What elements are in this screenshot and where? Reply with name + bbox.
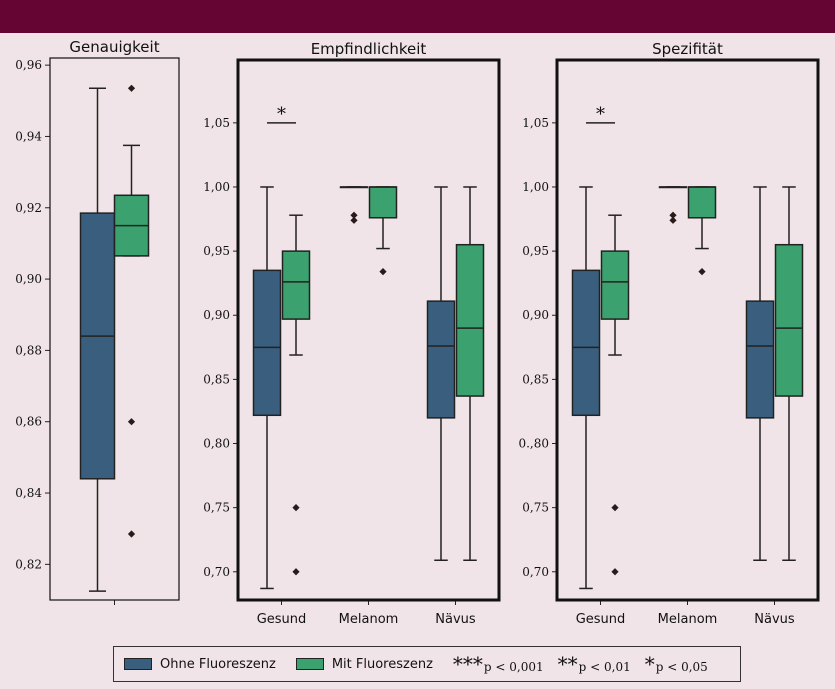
- x-tick-label: Nävus: [754, 612, 795, 627]
- y-tick-label: 0,80: [203, 437, 230, 451]
- x-tick-label: Nävus: [435, 612, 476, 627]
- box: [600, 250, 630, 320]
- x-tick-label: Melanom: [658, 612, 718, 627]
- outlier-point: [350, 211, 358, 219]
- box: [252, 269, 282, 417]
- y-tick-label: 0,82: [15, 557, 42, 571]
- x-tick-label: Melanom: [339, 612, 399, 627]
- y-tick-label: 1,05: [203, 116, 230, 130]
- y-tick-label: 1,00: [522, 180, 549, 194]
- significance-star: *: [596, 104, 605, 125]
- legend-sig-05: * p < 0,05: [644, 652, 708, 676]
- legend-label-mit: Mit Fluoreszenz: [331, 656, 433, 672]
- outlier-point: [698, 268, 706, 276]
- box: [745, 300, 775, 419]
- outlier-point: [127, 530, 136, 538]
- outlier-point: [669, 216, 677, 224]
- boxplot-figure: Genauigkeit 0,96 0,94 0,92 0,90 0,88 0,86 0,84 0…: [15, 38, 820, 627]
- legend-sig-01: ** p < 0,01: [557, 652, 631, 676]
- significance-star: *: [277, 104, 286, 125]
- outlier-point: [379, 268, 387, 276]
- y-tick-label: 0,90: [522, 308, 549, 322]
- legend-swatch-ohne: [124, 658, 152, 670]
- y-tick-label: 0,95: [522, 244, 549, 258]
- y-tick-label: 0,94: [15, 129, 42, 143]
- y-tick-label: 0,95: [203, 244, 230, 258]
- panel-title: Empfindlichkeit: [311, 40, 427, 58]
- box: [687, 186, 717, 219]
- legend-swatch-mit: [295, 658, 324, 670]
- y-tick-label: 0,88: [15, 343, 42, 357]
- box: [455, 243, 485, 397]
- y-tick-label: 0,85: [522, 372, 549, 386]
- y-tick-label: 1,00: [203, 180, 230, 194]
- y-tick-label: 0,84: [15, 486, 42, 500]
- y-tick-label: 0,85: [203, 372, 230, 386]
- y-tick-label: 0,70: [522, 565, 549, 579]
- panel-frame: [555, 58, 820, 602]
- panel-title: Spezifität: [652, 40, 723, 58]
- outlier-point: [292, 568, 300, 576]
- y-tick-label: 0,90: [203, 308, 230, 322]
- panel-title: Genauigkeit: [69, 38, 159, 56]
- box: [571, 269, 601, 417]
- y-tick-label: 0,96: [15, 58, 42, 72]
- y-tick-label: 0,70: [203, 565, 230, 579]
- box: [426, 300, 456, 419]
- box: [79, 212, 116, 480]
- y-tick-label: 0,75: [522, 501, 549, 515]
- y-tick-label: 0,86: [15, 415, 42, 429]
- box: [368, 186, 398, 219]
- y-tick-label: 0,75: [203, 501, 230, 515]
- box: [281, 250, 311, 320]
- outlier-point: [669, 211, 677, 219]
- outlier-point: [127, 84, 136, 92]
- outlier-point: [611, 504, 619, 512]
- legend: Ohne Fluoreszenz Mit Fluoreszenz *** p <…: [113, 646, 741, 682]
- outlier-point: [292, 504, 300, 512]
- outlier-point: [127, 418, 136, 426]
- box: [774, 243, 804, 397]
- x-tick-label: Gesund: [257, 612, 307, 627]
- panel-frame: [49, 57, 180, 601]
- legend-sig-001: *** p < 0,001: [452, 652, 544, 676]
- x-tick-label: Gesund: [576, 612, 626, 627]
- legend-label-ohne: Ohne Fluoreszenz: [160, 656, 276, 672]
- header-bar: [0, 0, 835, 33]
- y-tick-label: 0,90: [15, 272, 42, 286]
- panel-frame: [236, 58, 501, 602]
- y-tick-label: 1,05: [522, 116, 549, 130]
- y-tick-label: 0,92: [15, 201, 42, 215]
- outlier-point: [350, 216, 358, 224]
- y-tick-label: 0.,80: [518, 437, 549, 451]
- outlier-point: [611, 568, 619, 576]
